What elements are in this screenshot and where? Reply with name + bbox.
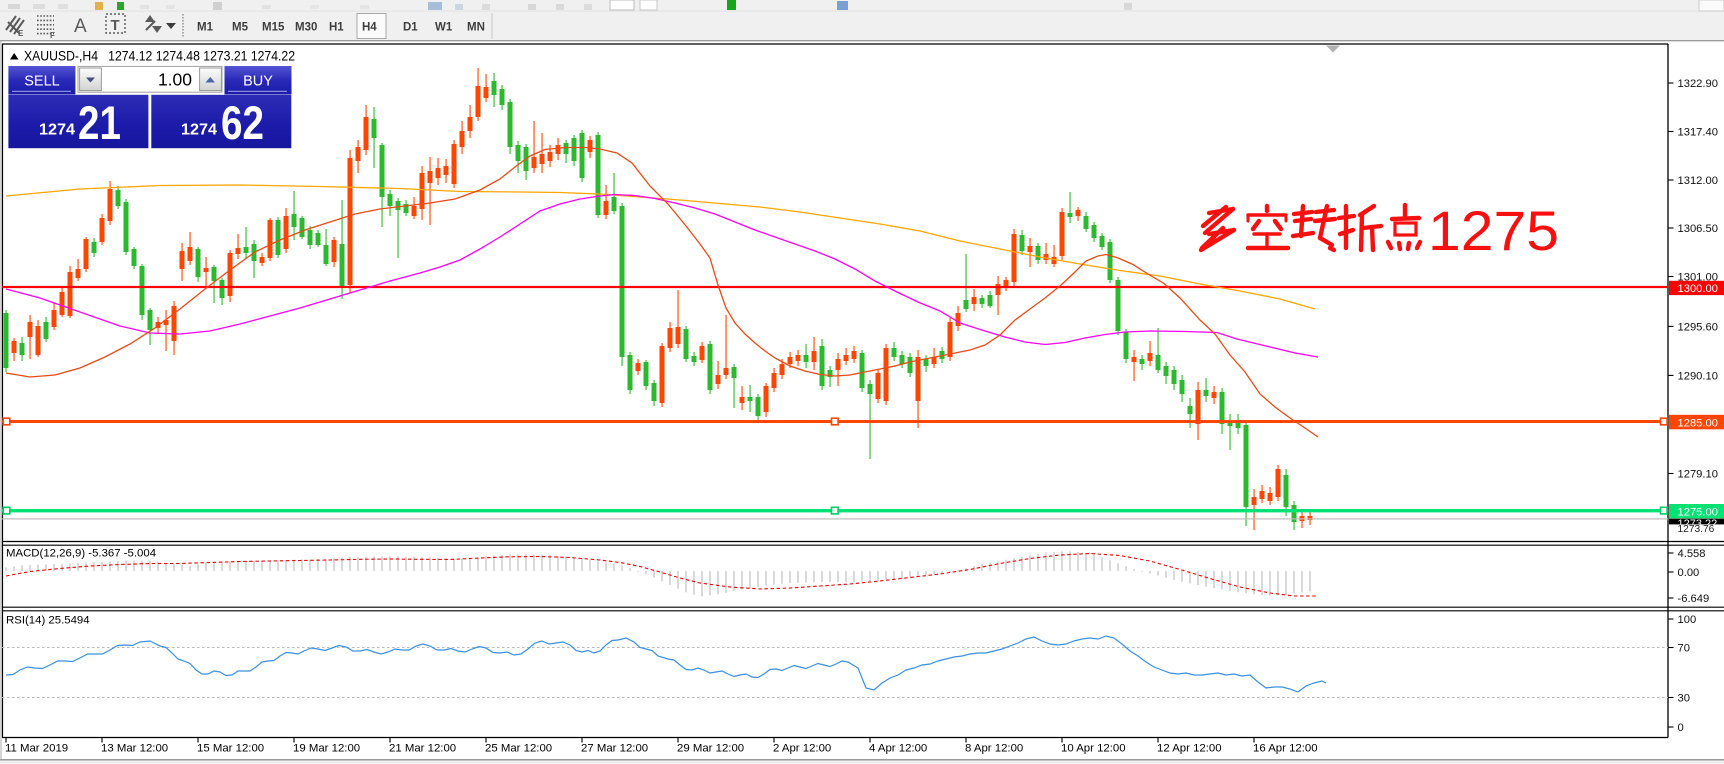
svg-text:21 Mar 12:00: 21 Mar 12:00 bbox=[389, 743, 456, 755]
svg-text:1290.10: 1290.10 bbox=[1678, 371, 1718, 383]
svg-text:SELL: SELL bbox=[24, 74, 59, 90]
svg-text:100: 100 bbox=[1678, 614, 1697, 626]
svg-text:M30: M30 bbox=[295, 22, 317, 34]
svg-text:M1: M1 bbox=[197, 22, 214, 34]
svg-text:16 Apr 12:00: 16 Apr 12:00 bbox=[1253, 743, 1318, 755]
svg-text:MACD(12,26,9) -5.367 -5.004: MACD(12,26,9) -5.367 -5.004 bbox=[6, 548, 156, 560]
svg-text:1301.00: 1301.00 bbox=[1678, 272, 1718, 284]
svg-text:1275: 1275 bbox=[1428, 199, 1559, 262]
svg-text:1295.60: 1295.60 bbox=[1678, 322, 1718, 334]
svg-text:-6.649: -6.649 bbox=[1678, 593, 1710, 605]
svg-text:15 Mar 12:00: 15 Mar 12:00 bbox=[197, 743, 264, 755]
svg-text:1279.10: 1279.10 bbox=[1678, 469, 1718, 481]
svg-text:25 Mar 12:00: 25 Mar 12:00 bbox=[485, 743, 552, 755]
svg-text:F: F bbox=[50, 31, 55, 40]
svg-text:MN: MN bbox=[467, 22, 485, 34]
svg-text:4.558: 4.558 bbox=[1678, 548, 1706, 560]
svg-text:2 Apr 12:00: 2 Apr 12:00 bbox=[773, 743, 831, 755]
svg-text:11 Mar 2019: 11 Mar 2019 bbox=[5, 743, 68, 755]
svg-text:1306.50: 1306.50 bbox=[1678, 223, 1718, 235]
svg-text:12 Apr 12:00: 12 Apr 12:00 bbox=[1157, 743, 1222, 755]
svg-text:1285.00: 1285.00 bbox=[1678, 417, 1718, 429]
svg-text:4 Apr 12:00: 4 Apr 12:00 bbox=[869, 743, 927, 755]
svg-text:1273.76: 1273.76 bbox=[1678, 524, 1715, 535]
svg-text:0.00: 0.00 bbox=[1678, 567, 1700, 579]
svg-text:1274: 1274 bbox=[39, 122, 75, 139]
svg-text:M15: M15 bbox=[262, 22, 285, 34]
svg-text:D1: D1 bbox=[403, 22, 418, 34]
svg-text:XAUUSD-,H4 1274.12 1274.48 1: XAUUSD-,H4 1274.12 1274.48 1273.21 1274.… bbox=[24, 49, 295, 64]
svg-text:27 Mar 12:00: 27 Mar 12:00 bbox=[581, 743, 648, 755]
svg-text:A: A bbox=[74, 16, 87, 37]
svg-text:W1: W1 bbox=[435, 22, 453, 34]
svg-text:19 Mar 12:00: 19 Mar 12:00 bbox=[293, 743, 360, 755]
svg-text:1274: 1274 bbox=[181, 122, 217, 139]
svg-text:T: T bbox=[111, 17, 120, 34]
svg-text:62: 62 bbox=[221, 96, 264, 149]
svg-text:1312.00: 1312.00 bbox=[1678, 175, 1718, 187]
svg-text:0: 0 bbox=[1678, 722, 1684, 734]
svg-text:H4: H4 bbox=[362, 22, 377, 34]
svg-text:8 Apr 12:00: 8 Apr 12:00 bbox=[965, 743, 1023, 755]
svg-text:70: 70 bbox=[1678, 643, 1690, 655]
svg-text:1275.00: 1275.00 bbox=[1678, 506, 1718, 518]
svg-text:21: 21 bbox=[78, 96, 121, 149]
svg-text:1.00: 1.00 bbox=[158, 70, 192, 90]
svg-text:10 Apr 12:00: 10 Apr 12:00 bbox=[1061, 743, 1126, 755]
svg-text:13 Mar 12:00: 13 Mar 12:00 bbox=[101, 743, 168, 755]
svg-text:E: E bbox=[18, 29, 24, 38]
svg-text:1317.40: 1317.40 bbox=[1678, 127, 1718, 139]
svg-text:H1: H1 bbox=[329, 22, 344, 34]
svg-text:1300.00: 1300.00 bbox=[1678, 283, 1718, 295]
svg-text:30: 30 bbox=[1678, 693, 1690, 705]
svg-text:BUY: BUY bbox=[243, 74, 273, 90]
svg-text:RSI(14) 25.5494: RSI(14) 25.5494 bbox=[6, 615, 90, 627]
svg-text:29 Mar 12:00: 29 Mar 12:00 bbox=[677, 743, 744, 755]
svg-text:1273.22: 1273.22 bbox=[1678, 518, 1718, 530]
svg-text:M5: M5 bbox=[232, 22, 249, 34]
svg-text:1322.90: 1322.90 bbox=[1678, 78, 1718, 90]
